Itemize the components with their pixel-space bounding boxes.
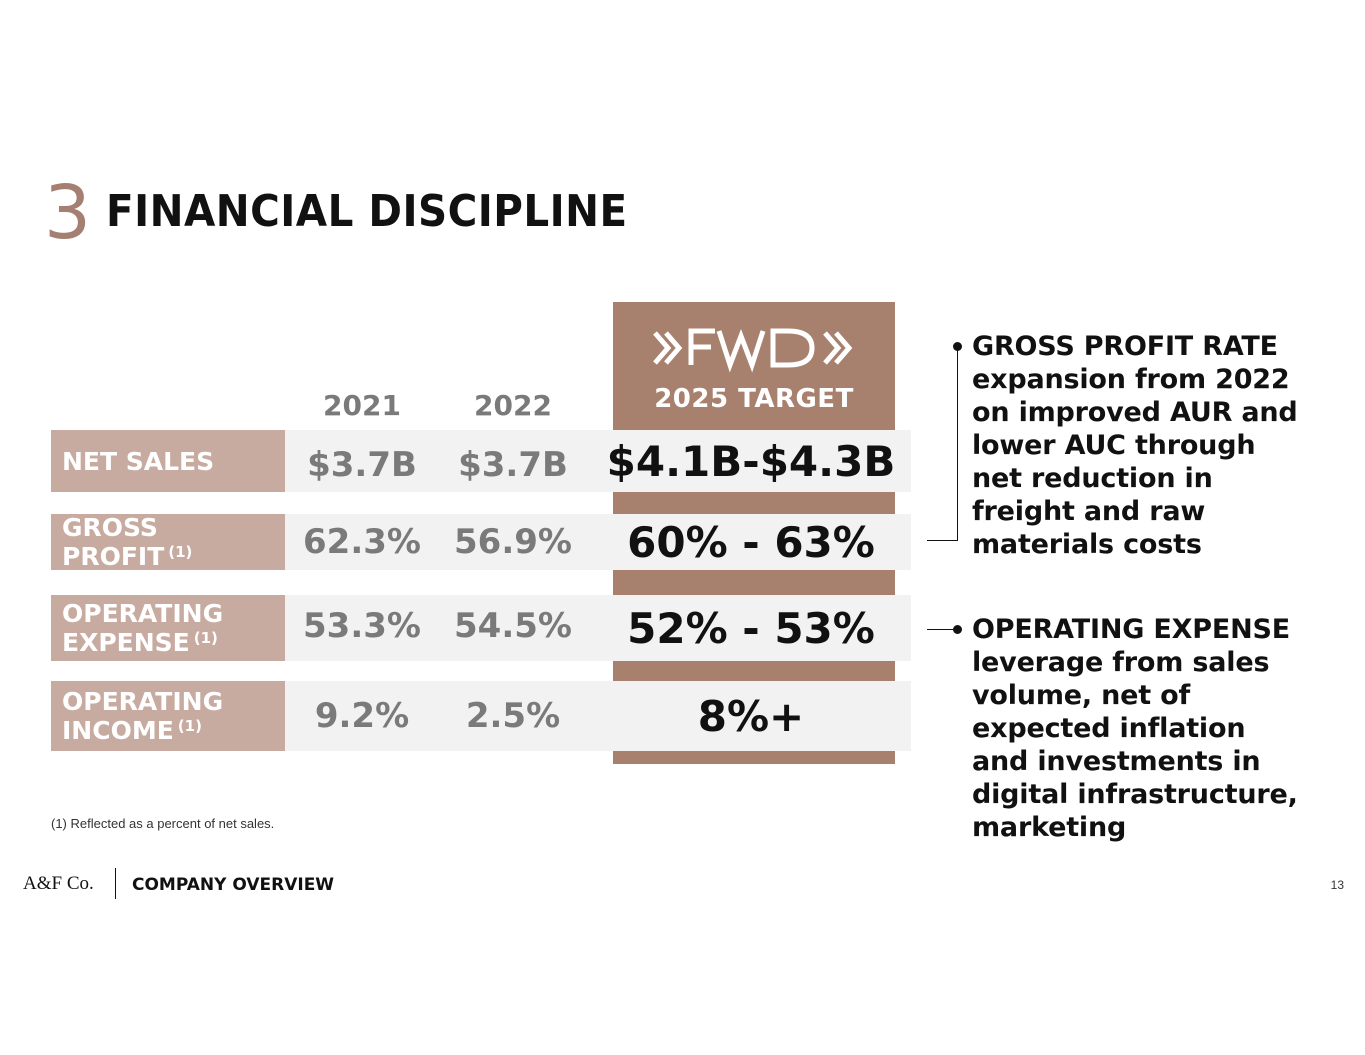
- footer-divider: [115, 868, 116, 899]
- row-label-net-sales: NET SALES: [51, 430, 285, 492]
- table-row: [285, 681, 911, 751]
- value-2022-gross-profit: 56.9%: [454, 522, 572, 562]
- table-row: [285, 514, 911, 570]
- company-logo: A&F Co.: [23, 873, 94, 894]
- footnote: (1) Reflected as a percent of net sales.: [51, 816, 275, 831]
- table-row: [285, 430, 911, 492]
- target-column-header: 2025 TARGET: [654, 384, 854, 414]
- callout-operating-expense: OPERATING EXPENSE leverage from sales vo…: [972, 614, 1298, 843]
- row-label-gross-profit: GROSS PROFIT (1): [51, 514, 285, 570]
- callout-gross-profit: GROSS PROFIT RATE expansion from 2022 on…: [972, 331, 1298, 560]
- bullet-dot: [953, 625, 962, 634]
- footnote-marker: (1): [177, 717, 202, 735]
- fwd-logo-icon: [653, 328, 853, 373]
- row-label-operating-expense: OPERATING EXPENSE (1): [51, 595, 285, 661]
- section-number: 3: [44, 170, 92, 256]
- connector-line: [957, 346, 958, 540]
- page-number: 13: [1330, 878, 1344, 892]
- value-2021-gross-profit: 62.3%: [303, 522, 421, 562]
- value-2022-operating-expense: 54.5%: [454, 606, 572, 646]
- target-gross-profit: 60% - 63%: [627, 517, 875, 567]
- row-label-operating-income: OPERATING INCOME (1): [51, 681, 285, 751]
- bullet-dot: [953, 342, 962, 351]
- connector-line: [927, 540, 958, 541]
- footnote-marker: (1): [168, 543, 193, 561]
- value-2021-operating-expense: 53.3%: [303, 606, 421, 646]
- target-net-sales: $4.1B-$4.3B: [606, 436, 896, 486]
- value-2022-operating-income: 2.5%: [465, 696, 561, 736]
- column-header-2022: 2022: [474, 389, 552, 422]
- connector-line: [927, 629, 957, 630]
- value-2022-net-sales: $3.7B: [458, 445, 568, 485]
- table-row: [285, 595, 911, 661]
- footer-section-label: COMPANY OVERVIEW: [132, 875, 335, 895]
- value-2021-net-sales: $3.7B: [307, 445, 417, 485]
- column-header-2021: 2021: [323, 389, 401, 422]
- target-operating-income: 8%+: [697, 691, 805, 741]
- value-2021-operating-income: 9.2%: [314, 696, 410, 736]
- page-title: FINANCIAL DISCIPLINE: [106, 186, 628, 237]
- target-operating-expense: 52% - 53%: [627, 603, 875, 653]
- footnote-marker: (1): [193, 629, 218, 647]
